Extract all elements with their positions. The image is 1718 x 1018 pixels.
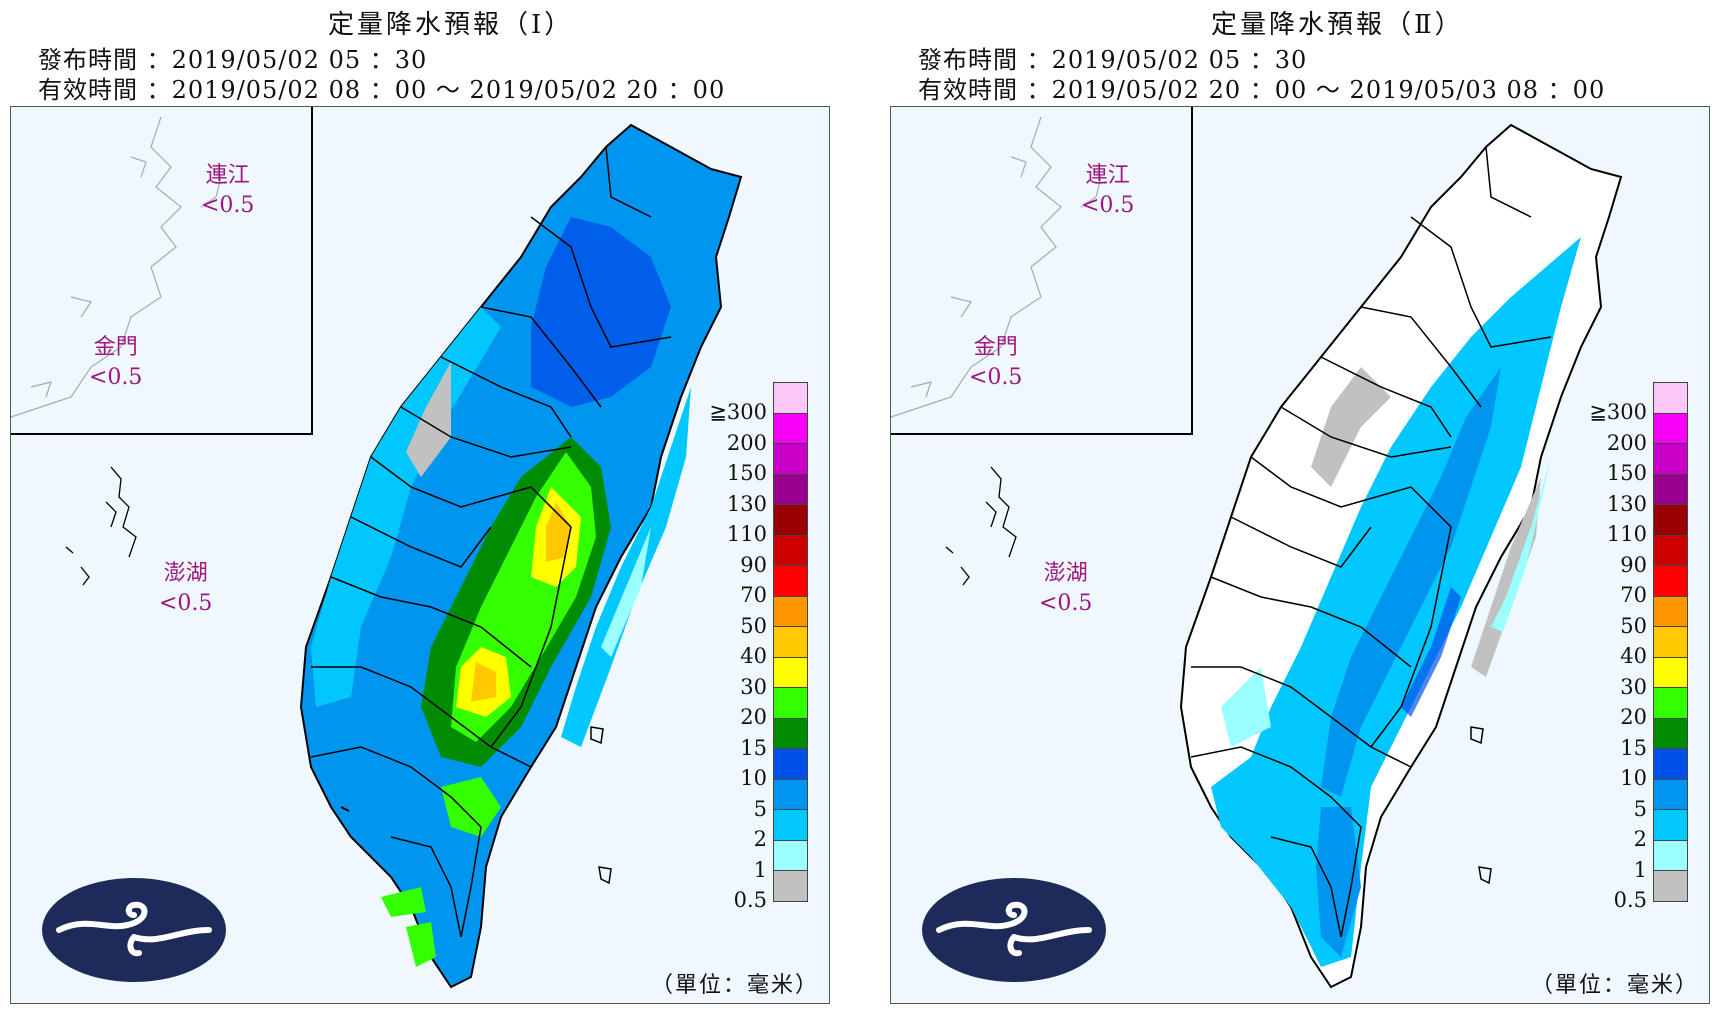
cwb-logo-icon (42, 878, 226, 982)
legend-swatch (1653, 870, 1688, 902)
legend-swatch (773, 443, 808, 475)
legend-swatch (1653, 717, 1688, 750)
legend-swatch (773, 595, 808, 628)
legend-label: 130 (726, 491, 767, 516)
legend-swatch (773, 870, 808, 902)
legend-swatch (1653, 656, 1688, 689)
legend-swatch (1653, 748, 1688, 780)
legend-label: 15 (1620, 735, 1647, 760)
legend-label: 2 (1633, 827, 1647, 851)
kinmen-label: 金門 <0.5 (89, 335, 143, 390)
legend-label: 70 (740, 583, 767, 607)
panel-title: 定量降水預報（Ⅱ） (1211, 10, 1464, 40)
legend-label: ≧300 (709, 400, 767, 424)
legend-label: 30 (1620, 674, 1647, 699)
legend-label: 90 (1620, 552, 1647, 577)
legend-label: 110 (1606, 522, 1647, 546)
rainfall-map: 連江 <0.5 金門 <0.5 澎湖 <0.5 ≧300 200 150 130 110… (10, 106, 830, 1004)
legend-swatch (1653, 778, 1688, 811)
legend-swatch (773, 534, 808, 567)
legend-label: 15 (740, 735, 767, 760)
legend-label: 150 (726, 461, 767, 485)
legend-swatch (773, 717, 808, 750)
legend-swatch (1653, 809, 1688, 841)
legend-label: 200 (726, 430, 767, 455)
legend-swatch (1653, 443, 1688, 475)
legend-label: 10 (1620, 766, 1647, 790)
legend-label: 150 (1606, 461, 1647, 485)
penghu-label: 澎湖 <0.5 (159, 561, 213, 616)
issue-time: 發布時間 ：2019/05/02 05 ：30 (918, 46, 1308, 74)
legend-label: 0.5 (1613, 888, 1647, 912)
legend-swatch (1653, 595, 1688, 628)
legend-label: 10 (740, 766, 767, 790)
panel-title: 定量降水預報（Ⅰ） (328, 10, 574, 40)
outlying-islands-inset (11, 107, 313, 435)
legend-swatch (773, 809, 808, 841)
valid-time: 有效時間 ：2019/05/02 08 ：00 〜 2019/05/02 20 … (38, 76, 726, 104)
legend-swatch (773, 839, 808, 872)
taiwan-rainfall-svg (945, 123, 1623, 989)
legend-label: 5 (1633, 796, 1647, 821)
legend-label: 130 (1606, 491, 1647, 516)
legend-swatch (773, 778, 808, 811)
penghu-islands (945, 466, 1017, 586)
taiwan-rainfall-svg (65, 123, 743, 989)
legend-swatch (773, 473, 808, 506)
penghu-islands (65, 466, 137, 586)
qpf-panel-2: 定量降水預報（Ⅱ） 發布時間 ：2019/05/02 05 ：30 有效時間 ：… (886, 0, 1718, 1018)
legend-swatch (773, 504, 808, 536)
legend-swatch (1653, 504, 1688, 536)
legend-label: 1 (1633, 857, 1647, 882)
legend-label: 90 (740, 552, 767, 577)
legend-label: 0.5 (733, 888, 767, 912)
cwb-logo-icon (922, 878, 1106, 982)
legend-swatch (1653, 565, 1688, 597)
legend-swatch (773, 565, 808, 597)
legend-swatch (1653, 382, 1688, 414)
legend-swatch (1653, 626, 1688, 658)
rainfall-map: 連江 <0.5 金門 <0.5 澎湖 <0.5 ≧300 200 150 130 110… (890, 106, 1710, 1004)
kinmen-label: 金門 <0.5 (969, 335, 1023, 390)
legend-label: 20 (1620, 705, 1647, 729)
legend-label: 40 (740, 644, 767, 668)
legend-label: 1 (753, 857, 767, 882)
outlying-islands-inset (891, 107, 1193, 435)
legend-swatch (1653, 473, 1688, 506)
legend-swatch (773, 382, 808, 414)
matsu-label: 連江 <0.5 (201, 163, 255, 218)
legend-label: 200 (1606, 430, 1647, 455)
legend-swatch (773, 412, 808, 445)
legend-swatch (773, 748, 808, 780)
legend-swatch (1653, 839, 1688, 872)
legend-label: 40 (1620, 644, 1647, 668)
legend-swatch (773, 687, 808, 719)
china-coast-svg (11, 116, 222, 418)
legend-label: 50 (1620, 613, 1647, 638)
issue-time: 發布時間 ：2019/05/02 05 ：30 (38, 46, 428, 74)
legend-swatch (1653, 687, 1688, 719)
unit-label: （單位：毫米） (650, 973, 819, 998)
legend-swatch (773, 656, 808, 689)
legend-swatch (1653, 412, 1688, 445)
legend-label: 20 (740, 705, 767, 729)
legend-swatch (773, 626, 808, 658)
unit-label: （單位：毫米） (1530, 973, 1699, 998)
qpf-panel-1: 定量降水預報（Ⅰ） 發布時間 ：2019/05/02 05 ：30 有效時間 ：… (10, 10, 830, 1004)
legend-label: 2 (753, 827, 767, 851)
china-coast-svg (891, 116, 1102, 418)
legend-swatch (1653, 534, 1688, 567)
matsu-label: 連江 <0.5 (1081, 163, 1135, 218)
legend-label: 70 (1620, 583, 1647, 607)
penghu-label: 澎湖 <0.5 (1039, 561, 1093, 616)
legend-label: ≧300 (1589, 400, 1647, 424)
valid-time: 有效時間 ：2019/05/02 20 ：00 〜 2019/05/03 08 … (918, 76, 1606, 104)
legend-label: 30 (740, 674, 767, 699)
legend-label: 50 (740, 613, 767, 638)
legend-label: 5 (753, 796, 767, 821)
legend-label: 110 (726, 522, 767, 546)
